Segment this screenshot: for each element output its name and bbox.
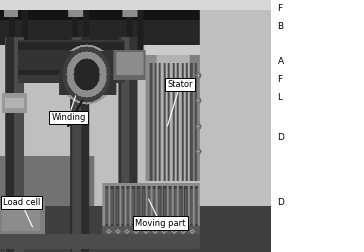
Text: D: D bbox=[278, 133, 285, 142]
Text: A: A bbox=[278, 57, 284, 66]
Text: B: B bbox=[278, 22, 284, 31]
Text: F: F bbox=[278, 75, 283, 84]
Text: D: D bbox=[278, 198, 285, 207]
Text: Moving part: Moving part bbox=[135, 199, 185, 228]
Text: Stator: Stator bbox=[167, 80, 193, 126]
Text: F: F bbox=[278, 4, 283, 13]
Text: L: L bbox=[278, 92, 282, 102]
Text: Winding: Winding bbox=[51, 96, 86, 122]
Text: Load cell: Load cell bbox=[3, 198, 40, 227]
